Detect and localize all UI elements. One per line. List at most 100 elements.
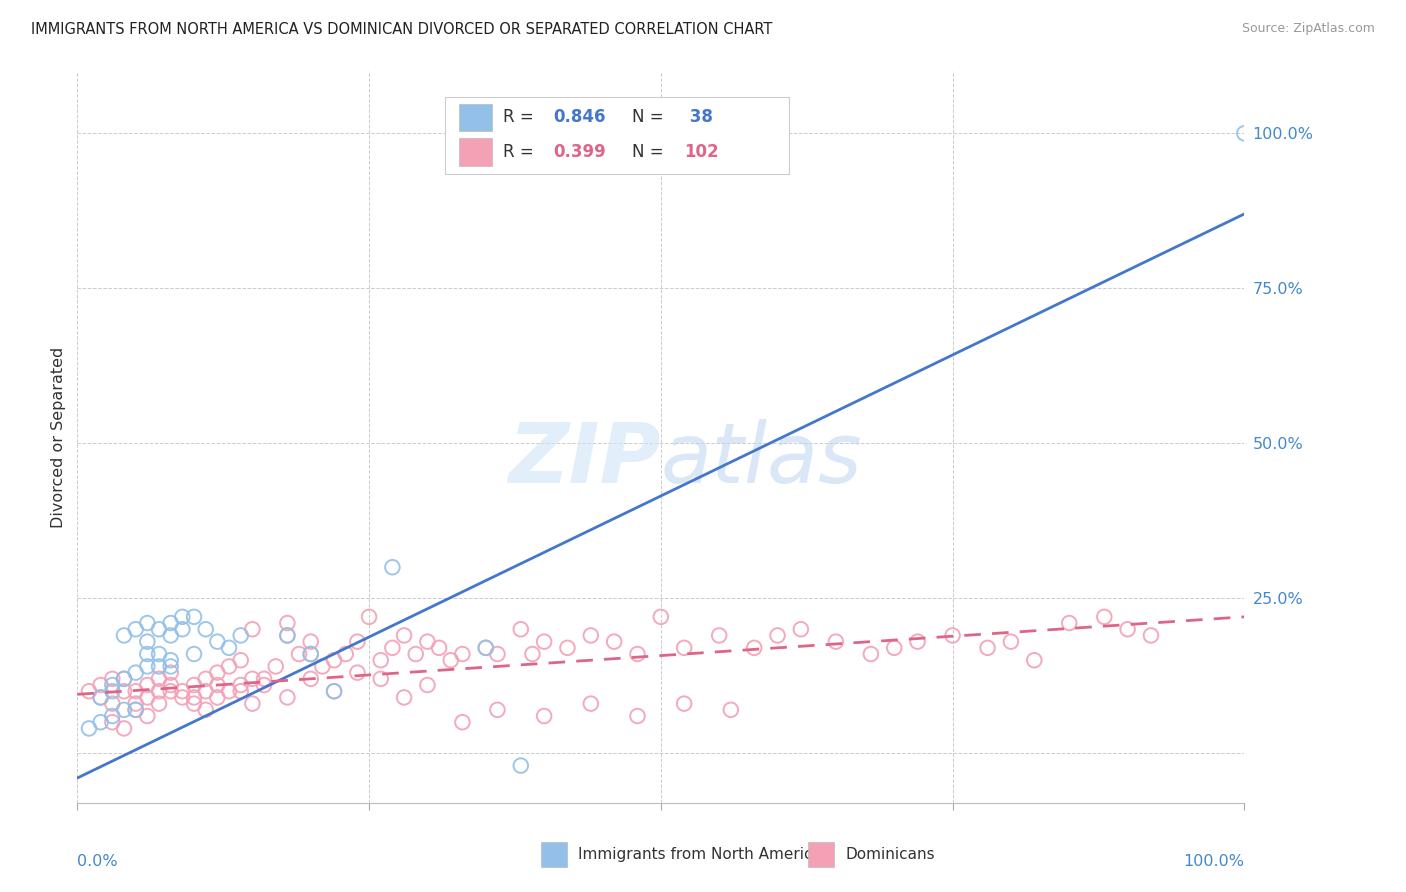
Point [112,703,135,717]
Point [218,640,240,655]
Point [101,684,124,698]
Point [90,715,112,730]
Point [253,678,276,692]
Point [136,659,159,673]
Point [557,640,579,655]
Text: N =: N = [631,143,668,161]
Point [579,628,602,642]
Point [90,690,112,705]
Point [976,640,998,655]
Point [148,659,170,673]
Point [183,647,205,661]
Point [720,703,742,717]
Point [346,665,368,680]
Point [603,634,626,648]
Point [136,647,159,661]
Point [533,709,555,723]
Point [159,678,181,692]
Point [533,634,555,648]
Point [172,690,194,705]
Point [883,640,905,655]
Point [357,610,380,624]
Point [148,672,170,686]
Point [101,715,124,730]
Point [486,703,509,717]
Point [264,659,287,673]
Point [1233,126,1256,140]
Point [112,628,135,642]
Point [474,640,498,655]
Point [172,610,194,624]
Point [159,615,181,630]
Point [288,647,311,661]
Text: ZIP: ZIP [508,418,661,500]
Point [381,560,404,574]
Point [742,640,765,655]
Point [579,697,602,711]
Text: Source: ZipAtlas.com: Source: ZipAtlas.com [1241,22,1375,36]
Point [626,647,648,661]
Point [392,690,415,705]
Point [148,697,170,711]
Point [370,653,392,667]
Point [90,678,112,692]
Point [136,690,159,705]
Point [1024,653,1046,667]
Point [1140,628,1163,642]
Point [242,672,264,686]
Point [77,722,100,736]
Point [229,628,252,642]
Point [207,678,229,692]
Point [626,709,648,723]
Point [207,690,229,705]
Point [136,709,159,723]
Point [159,684,181,698]
Text: R =: R = [503,109,540,127]
Point [101,678,124,692]
Point [299,672,322,686]
Text: 100.0%: 100.0% [1184,854,1244,869]
Point [1116,622,1139,636]
Point [148,684,170,698]
Text: R =: R = [503,143,540,161]
Point [299,634,322,648]
Bar [458,103,492,131]
Point [405,647,427,661]
Point [323,684,346,698]
Point [159,665,181,680]
Text: 0.399: 0.399 [554,143,606,161]
Point [509,758,531,772]
Point [183,697,205,711]
Point [194,703,217,717]
Point [148,622,170,636]
FancyBboxPatch shape [444,97,789,174]
Point [416,678,439,692]
Text: 0.0%: 0.0% [77,854,118,869]
Point [253,672,276,686]
Point [194,672,217,686]
Point [790,622,813,636]
Point [486,647,509,661]
Point [392,628,415,642]
Point [207,665,229,680]
Point [673,640,696,655]
Point [1000,634,1022,648]
Point [172,684,194,698]
Point [276,690,298,705]
Point [673,697,696,711]
Point [207,634,229,648]
Point [650,610,672,624]
Point [159,628,181,642]
Point [183,610,205,624]
Point [474,640,498,655]
Point [242,622,264,636]
Point [766,628,789,642]
Point [451,647,474,661]
Point [136,615,159,630]
Point [218,659,240,673]
Point [709,628,731,642]
Point [1057,615,1080,630]
Point [136,678,159,692]
Point [451,715,474,730]
Point [124,703,148,717]
